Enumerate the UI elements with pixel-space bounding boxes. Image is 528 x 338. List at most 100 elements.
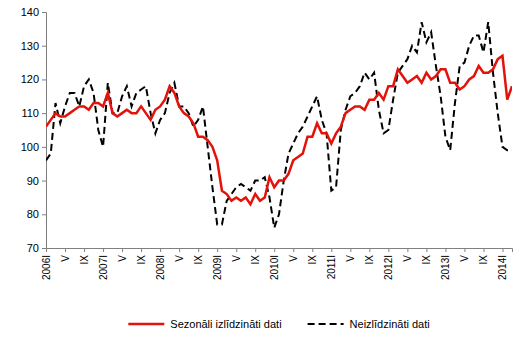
chart: 7080901001101201301402006IVIX2007IVIX200… (0, 0, 528, 338)
x-tick-mark (141, 248, 142, 252)
legend-item: Sezonāli izlīdzināti dati (128, 318, 281, 330)
x-tick-mark (464, 248, 465, 252)
x-tick-mark (65, 248, 66, 252)
x-tick: 2007I (98, 248, 109, 280)
x-tick-label: 2014I (497, 255, 508, 280)
x-tick-mark (179, 248, 180, 252)
x-tick-label: 2012I (383, 255, 394, 280)
x-tick-label: 2006I (41, 255, 52, 280)
x-tick-label: 2008I (155, 255, 166, 280)
x-tick-label: IX (478, 255, 489, 265)
x-tick: 2010I (269, 248, 280, 280)
x-tick: IX (193, 248, 204, 264)
x-tick-mark (483, 248, 484, 252)
y-tick-label: 90 (27, 175, 39, 187)
x-tick-label: V (345, 255, 356, 262)
y-tick-label: 140 (21, 6, 39, 18)
legend-label: Neizlīdzināti dati (350, 318, 430, 330)
x-tick-mark (388, 248, 389, 252)
y-tick-mark (42, 12, 46, 13)
series-group (46, 22, 512, 228)
series-line (46, 56, 512, 204)
x-tick: V (60, 248, 71, 262)
x-tick-label: IX (136, 255, 147, 265)
x-tick-label: V (459, 255, 470, 262)
x-tick-mark (103, 248, 104, 252)
x-tick-mark (122, 248, 123, 252)
x-axis: 2006I V IX 2007I V IX 2008I V IX 2009I V IX 2010I V IX… (41, 248, 513, 280)
y-tick: 120 (21, 73, 46, 85)
x-tick-label: 2009I (212, 255, 223, 280)
y-tick-label: 110 (21, 107, 39, 119)
x-tick: V (345, 248, 356, 262)
x-tick: IX (478, 248, 489, 264)
y-tick-label: 80 (27, 208, 39, 220)
x-tick-mark (46, 248, 47, 252)
x-tick-mark (160, 248, 161, 252)
x-tick: IX (250, 248, 261, 264)
x-tick-mark (236, 248, 237, 252)
x-tick-label: 2010I (269, 255, 280, 280)
plot-area: 7080901001101201301402006IVIX2007IVIX200… (21, 6, 513, 280)
x-tick: 2014I (497, 248, 508, 280)
y-tick-label: 120 (21, 73, 39, 85)
x-tick-label: V (60, 255, 71, 262)
y-tick: 130 (21, 40, 46, 52)
x-tick-label: IX (364, 255, 375, 265)
x-tick: V (231, 248, 242, 262)
y-tick-mark (42, 248, 46, 249)
x-tick: IX (421, 248, 432, 264)
y-tick: 140 (21, 6, 46, 18)
legend-item: Neizlīdzināti dati (308, 318, 430, 330)
x-tick: 2008I (155, 248, 166, 280)
x-tick: 2012I (383, 248, 394, 280)
x-tick-mark (84, 248, 85, 252)
x-tick: V (402, 248, 413, 262)
y-axis: 70 80 90 100 110 120 130 140 (21, 6, 47, 254)
legend-swatch (128, 323, 164, 326)
x-tick-label: IX (193, 255, 204, 265)
x-tick: V (288, 248, 299, 262)
x-tick-label: IX (307, 255, 318, 265)
y-tick: 90 (27, 175, 46, 187)
x-tick: 2006I (41, 248, 52, 280)
x-tick-mark (293, 248, 294, 252)
x-tick-label: 2013I (440, 255, 451, 280)
x-tick: V (174, 248, 185, 262)
y-tick-label: 70 (27, 242, 39, 254)
x-axis-line (47, 249, 513, 253)
y-tick-mark (42, 214, 46, 215)
x-tick-mark (331, 248, 332, 252)
y-tick: 70 (27, 242, 46, 254)
y-tick-label: 100 (21, 141, 39, 153)
x-tick-label: V (288, 255, 299, 262)
y-tick: 80 (27, 208, 46, 220)
x-tick: 2013I (440, 248, 451, 280)
x-tick-label: IX (421, 255, 432, 265)
x-tick-mark (445, 248, 446, 252)
x-tick-mark (407, 248, 408, 252)
x-tick-label: 2011I (326, 255, 337, 279)
y-axis-line (42, 13, 47, 249)
legend-label: Sezonāli izlīdzināti dati (170, 318, 281, 330)
x-tick: 2009I (212, 248, 223, 280)
x-tick-mark (217, 248, 218, 252)
x-tick-mark (350, 248, 351, 252)
y-tick: 110 (21, 107, 46, 119)
x-tick-label: IX (250, 255, 261, 265)
x-tick-mark (312, 248, 313, 252)
x-tick: V (117, 248, 128, 262)
x-tick: IX (307, 248, 318, 264)
x-tick-mark (255, 248, 256, 252)
x-tick: IX (364, 248, 375, 264)
y-tick-mark (42, 79, 46, 80)
y-tick-mark (42, 46, 46, 47)
x-tick-label: V (231, 255, 242, 262)
series-line (46, 22, 512, 228)
x-tick-label: V (174, 255, 185, 262)
y-tick-mark (42, 113, 46, 114)
x-tick-mark (502, 248, 503, 252)
x-tick-label: IX (79, 255, 90, 265)
x-tick-label: V (117, 255, 128, 262)
x-tick-mark (426, 248, 427, 252)
